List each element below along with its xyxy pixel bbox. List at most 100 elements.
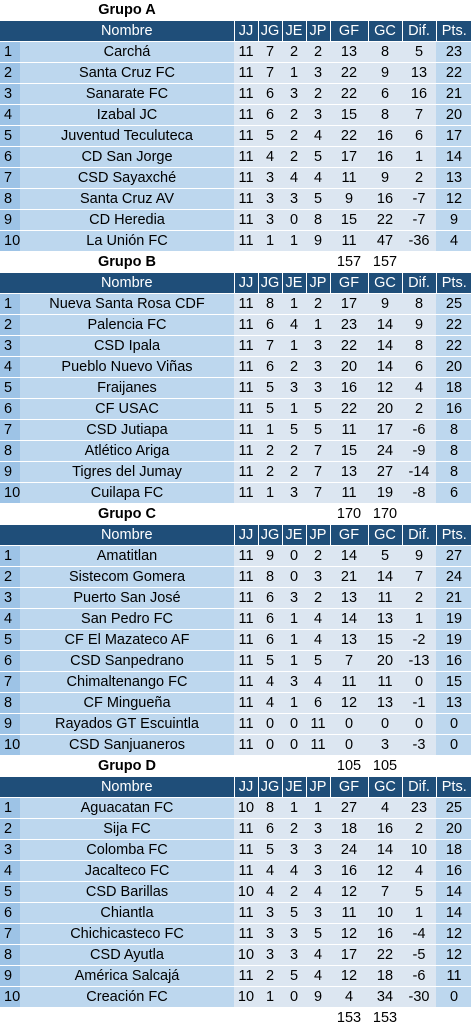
- stat-cell: 47: [368, 230, 402, 252]
- column-header: [0, 776, 20, 798]
- team-name-cell: CSD Ayutla: [20, 944, 234, 966]
- stat-cell: 3: [282, 482, 306, 504]
- blank-cell: [258, 252, 282, 273]
- team-name-cell: Pueblo Nuevo Viñas: [20, 356, 234, 378]
- stat-cell: 0: [330, 734, 368, 756]
- table-row: 10 CSD Sanjuaneros 11 0 0 11 0 3 -3 0: [0, 734, 471, 756]
- table-row: 3 Puerto San José 11 6 3 2 13 11 2 21: [0, 587, 471, 609]
- points-cell: 17: [436, 125, 471, 147]
- stat-cell: 5: [258, 377, 282, 399]
- stat-cell: 7: [402, 104, 436, 126]
- points-cell: 21: [436, 587, 471, 609]
- team-name-cell: CSD Ipala: [20, 335, 234, 357]
- column-header: GC: [367, 524, 402, 546]
- column-header: Dif.: [401, 20, 436, 42]
- stat-cell: 22: [330, 83, 368, 105]
- total-goals-against: 170: [368, 504, 402, 525]
- stat-cell: 0: [282, 986, 306, 1008]
- table-row: 8 Santa Cruz AV 11 3 3 5 9 16 -7 12: [0, 188, 471, 210]
- stat-cell: 11: [234, 440, 258, 462]
- stat-cell: 3: [258, 923, 282, 945]
- stat-cell: 11: [234, 671, 258, 693]
- table-row: 1 Amatitlan 11 9 0 2 14 5 9 27: [0, 545, 471, 567]
- stat-cell: 11: [330, 419, 368, 441]
- blank-cell: [330, 0, 368, 21]
- team-name-cell: Chimaltenango FC: [20, 671, 234, 693]
- table-row: 2 Santa Cruz FC 11 7 1 3 22 9 13 22: [0, 62, 471, 84]
- points-cell: 14: [436, 902, 471, 924]
- stat-cell: 8: [258, 293, 282, 315]
- stat-cell: -2: [402, 629, 436, 651]
- team-name-cell: CD Heredia: [20, 209, 234, 231]
- table-row: 6 Chiantla 11 3 5 3 11 10 1 14: [0, 902, 471, 924]
- stat-cell: -30: [402, 986, 436, 1008]
- stat-cell: 14: [368, 566, 402, 588]
- column-header: [0, 524, 20, 546]
- stat-cell: 2: [282, 104, 306, 126]
- points-cell: 20: [436, 818, 471, 840]
- stat-cell: 22: [330, 125, 368, 147]
- position-cell: 3: [0, 83, 20, 105]
- position-cell: 6: [0, 902, 20, 924]
- stat-cell: 1: [282, 650, 306, 672]
- stat-cell: 1: [402, 608, 436, 630]
- points-cell: 13: [436, 167, 471, 189]
- table-row: 4 Jacalteco FC 11 4 4 3 16 12 4 16: [0, 860, 471, 882]
- stat-cell: 17: [330, 146, 368, 168]
- points-cell: 12: [436, 923, 471, 945]
- table-row: 1 Nueva Santa Rosa CDF 11 8 1 2 17 9 8 25: [0, 293, 471, 315]
- stat-cell: 6: [258, 104, 282, 126]
- team-name-cell: CSD Sanpedrano: [20, 650, 234, 672]
- blank-cell: [436, 1007, 471, 1029]
- stat-cell: 9: [402, 314, 436, 336]
- team-name-cell: Rayados GT Escuintla: [20, 713, 234, 735]
- stat-cell: 8: [368, 104, 402, 126]
- stat-cell: 3: [282, 839, 306, 861]
- blank-cell: [234, 1007, 258, 1029]
- points-cell: 0: [436, 734, 471, 756]
- position-cell: 8: [0, 440, 20, 462]
- group-title-row: Grupo C 170 170: [0, 504, 471, 525]
- position-cell: 2: [0, 314, 20, 336]
- stat-cell: 11: [234, 146, 258, 168]
- table-row: 7 CSD Sayaxché 11 3 4 4 11 9 2 13: [0, 167, 471, 189]
- points-cell: 27: [436, 545, 471, 567]
- column-header-row: Nombre JJ JG JE JP GF GC Dif. Pts.: [0, 20, 471, 42]
- blank-cell: [234, 252, 258, 273]
- stat-cell: 3: [258, 209, 282, 231]
- totals-row: 153 153: [0, 1007, 471, 1029]
- column-header: Nombre: [20, 776, 234, 798]
- stat-cell: 11: [234, 83, 258, 105]
- stat-cell: 5: [258, 839, 282, 861]
- stat-cell: 8: [258, 797, 282, 819]
- stat-cell: 27: [368, 461, 402, 483]
- points-cell: 4: [436, 230, 471, 252]
- stat-cell: 16: [368, 818, 402, 840]
- table-row: 3 Sanarate FC 11 6 3 2 22 6 16 21: [0, 83, 471, 105]
- points-cell: 13: [436, 692, 471, 714]
- points-cell: 9: [436, 209, 471, 231]
- points-cell: 0: [436, 986, 471, 1008]
- stat-cell: 4: [306, 965, 330, 987]
- points-cell: 21: [436, 83, 471, 105]
- stat-cell: 3: [258, 944, 282, 966]
- stat-cell: 3: [306, 860, 330, 882]
- group-table: Grupo A Nombre JJ JG JE JP GF GC Dif. Pts. 1 Carchá…: [0, 0, 471, 252]
- stat-cell: 11: [330, 230, 368, 252]
- stat-cell: 21: [330, 566, 368, 588]
- table-row: 4 San Pedro FC 11 6 1 4 14 13 1 19: [0, 608, 471, 630]
- position-cell: 9: [0, 713, 20, 735]
- stat-cell: 3: [306, 902, 330, 924]
- stat-cell: 11: [330, 482, 368, 504]
- stat-cell: 12: [330, 923, 368, 945]
- team-name-cell: América Salcajá: [20, 965, 234, 987]
- stat-cell: 7: [330, 650, 368, 672]
- blank-cell: [20, 1007, 234, 1029]
- stat-cell: 6: [258, 818, 282, 840]
- stat-cell: 2: [282, 41, 306, 63]
- group-title: Grupo A: [20, 0, 234, 21]
- blank-cell: [436, 252, 471, 273]
- blank-cell: [436, 504, 471, 525]
- stat-cell: 16: [368, 923, 402, 945]
- stat-cell: 7: [306, 440, 330, 462]
